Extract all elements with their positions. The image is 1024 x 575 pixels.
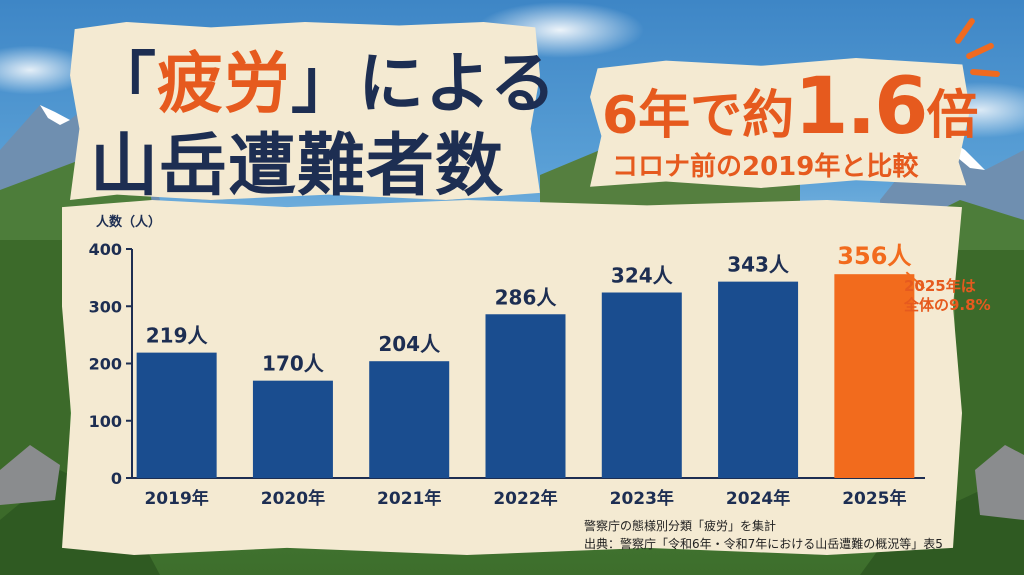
y-tick-label: 200 xyxy=(89,355,122,374)
y-tick-label: 300 xyxy=(89,297,122,316)
title-panel xyxy=(70,22,540,200)
bar-2023年 xyxy=(601,292,682,478)
title-open-bracket: 「 xyxy=(90,45,157,122)
data-label: 219人 xyxy=(146,324,209,348)
annotation-leader-line xyxy=(905,271,926,289)
note-source: 出典：警察庁「令和6年・令和7年における山岳遭難の概況等」表5 xyxy=(584,537,943,551)
callout-ratio-number: 1.6 xyxy=(794,62,928,152)
x-tick-label: 2024年 xyxy=(726,488,790,509)
callout-ratio: 6年で約1.6倍 xyxy=(602,62,978,152)
x-tick-label: 2025年 xyxy=(842,488,906,509)
annotation-line-1: 2025年は xyxy=(904,277,976,295)
title-close-bracket: 」 xyxy=(291,45,358,122)
bar-2025年 xyxy=(834,274,915,478)
page-title-line-1: 「疲労」による xyxy=(90,30,557,126)
data-label: 204人 xyxy=(378,332,441,356)
page-title-line-2: 山岳遭難者数 xyxy=(90,127,505,206)
x-tick-label: 2019年 xyxy=(144,488,208,509)
data-label: 170人 xyxy=(262,352,325,376)
callout-panel xyxy=(590,58,970,188)
y-tick-label: 100 xyxy=(89,412,122,431)
data-label: 324人 xyxy=(611,264,674,288)
callout-suffix: 倍 xyxy=(926,86,979,146)
y-tick-label: 400 xyxy=(89,240,122,259)
bar-2022年 xyxy=(485,314,566,478)
x-tick-label: 2022年 xyxy=(493,488,557,509)
data-label: 286人 xyxy=(495,285,558,309)
x-tick-label: 2021年 xyxy=(377,488,441,509)
note-method: 警察庁の態様別分類「疲労」を集計 xyxy=(584,519,777,533)
y-tick-label: 0 xyxy=(111,469,122,488)
bar-2021年 xyxy=(369,361,450,478)
x-tick-label: 2023年 xyxy=(610,488,674,509)
bar-2024年 xyxy=(718,281,799,478)
annotation-2025: 2025年は 全体の9.8% xyxy=(904,277,991,315)
bar-2020年 xyxy=(252,380,333,478)
y-axis-label: 人数（人） xyxy=(96,214,161,230)
callout-prefix: 6年で約 xyxy=(602,86,795,146)
bar-2019年 xyxy=(136,352,217,478)
x-tick-label: 2020年 xyxy=(261,488,325,509)
title-rest: による xyxy=(358,45,558,122)
title-highlight: 疲労 xyxy=(157,45,291,122)
callout-subtitle: コロナ前の2019年と比較 xyxy=(612,152,919,182)
annotation-line-2: 全体の9.8% xyxy=(904,296,991,314)
data-label: 343人 xyxy=(727,253,790,277)
data-label: 356人 xyxy=(837,242,911,270)
